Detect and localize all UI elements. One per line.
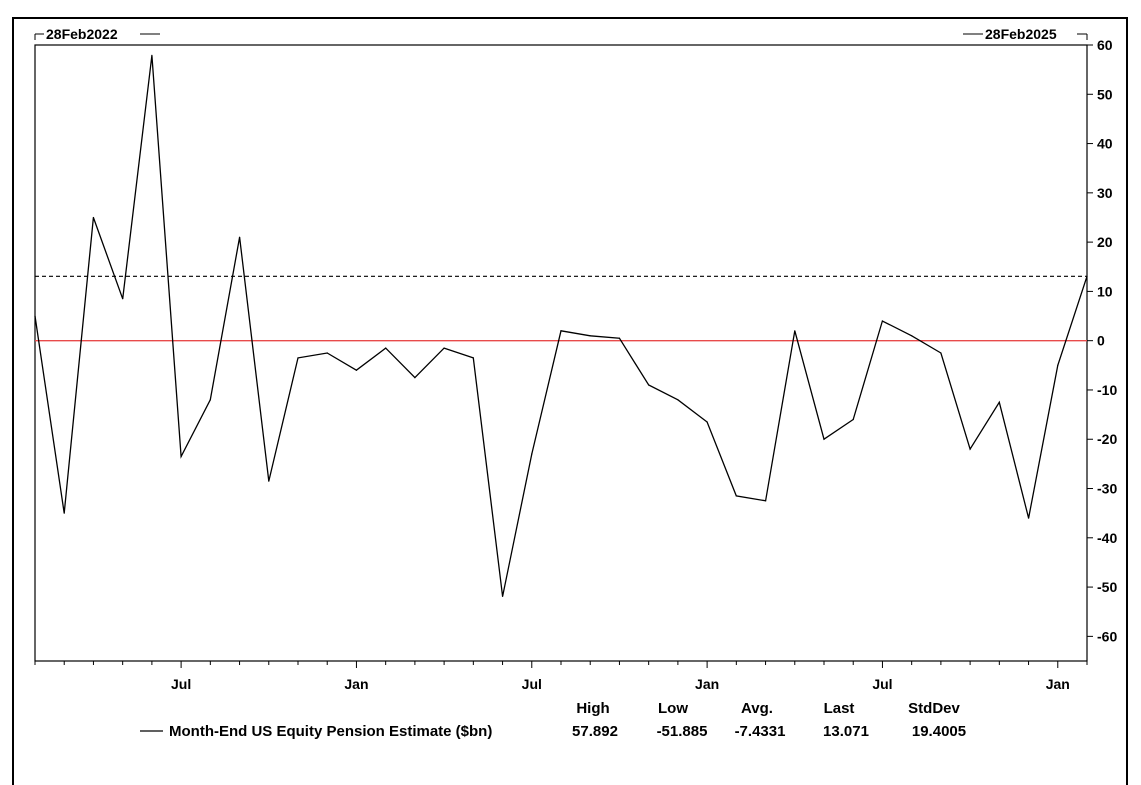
data-point [151, 54, 153, 56]
data-point [531, 453, 533, 455]
data-point [852, 418, 854, 421]
data-point [735, 495, 737, 497]
data-point [501, 595, 504, 597]
y-tick-label: 30 [1097, 185, 1113, 201]
x-tick-label: Jul [171, 676, 191, 692]
y-tick-label: 20 [1097, 234, 1113, 250]
data-point [1057, 364, 1059, 366]
data-point [677, 399, 679, 401]
data-point [443, 347, 445, 349]
end-date-label: 28Feb2025 [985, 26, 1057, 42]
data-point [764, 500, 767, 502]
stats-table: High Low Avg. Last StdDev 57.892 -51.885… [572, 700, 966, 740]
x-axis: Jul Jan Jul Jan Jul Jan [34, 661, 1088, 692]
y-tick-label: -30 [1097, 481, 1117, 497]
data-point [472, 357, 474, 359]
y-tick-label: -10 [1097, 382, 1117, 398]
stat-value-avg: -7.4331 [735, 723, 786, 740]
x-tick-label: Jan [1046, 676, 1070, 692]
start-date-marker: 28Feb2022 [34, 26, 160, 42]
y-tick-label: 40 [1097, 136, 1113, 152]
data-point [706, 421, 708, 423]
data-point [63, 512, 65, 514]
data-point [940, 352, 942, 354]
stat-header-avg: Avg. [741, 700, 773, 717]
end-date-marker: 28Feb2025 [963, 26, 1088, 42]
y-tick-label: -60 [1097, 628, 1117, 644]
stat-value-low: -51.885 [657, 723, 708, 740]
data-point [355, 369, 358, 371]
stat-header-last: Last [824, 700, 855, 717]
legend-series-label: Month-End US Equity Pension Estimate ($b… [169, 723, 492, 740]
y-tick-label: 0 [1097, 333, 1105, 349]
data-point [92, 216, 95, 219]
series-line [34, 55, 1088, 597]
stat-value-last: 13.071 [823, 723, 869, 740]
x-tick-label: Jul [522, 676, 542, 692]
stat-value-stddev: 19.4005 [912, 723, 966, 740]
data-point [881, 320, 884, 322]
y-tick-label: -50 [1097, 579, 1117, 595]
data-point [823, 438, 825, 440]
data-point [794, 330, 796, 332]
stat-header-low: Low [658, 700, 688, 717]
data-point [268, 480, 270, 482]
data-point [34, 315, 36, 317]
legend: Month-End US Equity Pension Estimate ($b… [140, 723, 492, 740]
y-tick-label: -20 [1097, 431, 1117, 447]
data-point [414, 377, 416, 379]
x-tick-label: Jan [344, 676, 368, 692]
plot-area [34, 44, 1088, 662]
y-tick-label: 10 [1097, 283, 1113, 299]
data-point [618, 337, 621, 339]
data-point [589, 335, 591, 337]
y-tick-label: 50 [1097, 86, 1113, 102]
data-point [969, 448, 971, 450]
start-date-label: 28Feb2022 [46, 26, 118, 42]
data-point [180, 455, 182, 458]
y-axis: 60 50 40 30 20 10 0 -10 -20 -30 -40 -50 -60 [1087, 37, 1117, 644]
data-point [326, 352, 328, 354]
chart-frame [12, 17, 1128, 785]
stat-value-high: 57.892 [572, 723, 618, 740]
data-point [122, 298, 124, 300]
data-points [34, 54, 1088, 597]
data-point [385, 347, 387, 349]
data-point [1027, 517, 1030, 519]
x-tick-label: Jan [695, 676, 719, 692]
stat-header-stddev: StdDev [908, 700, 960, 717]
data-point [297, 357, 299, 359]
data-point [998, 401, 1000, 403]
x-tick-label: Jul [872, 676, 892, 692]
y-tick-label: -40 [1097, 530, 1117, 546]
data-point [648, 384, 650, 386]
data-point [911, 335, 913, 337]
data-point [1086, 275, 1088, 277]
data-point [560, 330, 562, 332]
data-point [209, 399, 211, 401]
y-tick-label: 60 [1097, 37, 1113, 53]
stat-header-high: High [576, 700, 609, 717]
data-point [238, 236, 241, 238]
